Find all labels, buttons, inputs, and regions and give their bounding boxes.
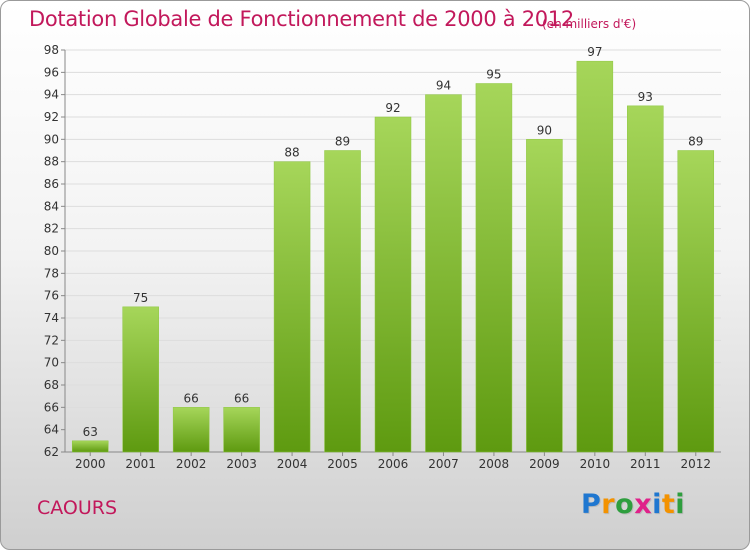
logo-letter: t (661, 489, 676, 520)
value-label-2006: 92 (385, 101, 400, 115)
bar-2009 (526, 139, 563, 453)
bar-2006 (374, 116, 412, 453)
y-tick-label: 88 (44, 155, 59, 169)
y-tick-label: 78 (44, 266, 59, 280)
value-label-2003: 66 (234, 391, 249, 405)
x-tick-label-2012: 2012 (680, 457, 711, 471)
x-tick-label-2004: 2004 (277, 457, 308, 471)
logo-letter: r (601, 489, 616, 520)
y-tick-label: 66 (44, 400, 59, 414)
x-tick-label-2006: 2006 (378, 457, 409, 471)
value-label-2000: 63 (83, 425, 98, 439)
y-tick-label: 84 (44, 199, 59, 213)
x-tick-label-2010: 2010 (580, 457, 611, 471)
chart-unit-label: (en milliers d'€) (542, 17, 637, 31)
value-label-2012: 89 (688, 135, 703, 149)
logo-letter: x (634, 489, 653, 520)
data-labels: 63 75 66 66 88 89 92 94 95 90 97 93 89 (83, 45, 704, 439)
y-tick-label: 92 (44, 110, 59, 124)
value-label-2005: 89 (335, 135, 350, 149)
y-tick-label: 90 (44, 132, 59, 146)
logo-letter: P (581, 489, 602, 520)
y-tick-label: 72 (44, 333, 59, 347)
x-tick-label-2007: 2007 (428, 457, 459, 471)
x-tick-label-2003: 2003 (226, 457, 257, 471)
x-tick-label-2008: 2008 (479, 457, 510, 471)
bar-2005 (324, 150, 361, 453)
bar-2011 (627, 105, 664, 453)
x-tick-label-2001: 2001 (125, 457, 156, 471)
y-tick-label: 68 (44, 378, 59, 392)
logo-letter: o (615, 489, 635, 520)
bar-2007 (425, 94, 462, 453)
y-tick-label: 80 (44, 244, 59, 258)
y-tick-label: 98 (44, 43, 59, 57)
value-label-2008: 95 (486, 68, 501, 82)
x-tick-label-2002: 2002 (176, 457, 207, 471)
bar-2000 (71, 440, 109, 453)
x-tick-label-2011: 2011 (630, 457, 661, 471)
value-label-2002: 66 (184, 391, 199, 405)
bars (71, 60, 715, 453)
value-label-2001: 75 (133, 291, 148, 305)
axes: 62 64 66 68 70 72 74 76 78 80 82 84 86 88 90 92 94 96 98 20… (44, 43, 721, 471)
bar-2008 (475, 83, 513, 453)
proxiti-logo[interactable]: Proxiti (581, 489, 685, 520)
x-tick-label-2000: 2000 (75, 457, 106, 471)
bar-2012 (677, 150, 715, 453)
bar-2001 (122, 306, 159, 453)
bar-2002 (172, 407, 210, 453)
y-tick-label: 64 (44, 423, 59, 437)
y-tick-label: 74 (44, 311, 59, 325)
value-label-2011: 93 (638, 90, 653, 104)
y-tick-label: 96 (44, 65, 59, 79)
y-tick-label: 86 (44, 177, 59, 191)
y-tick-label: 70 (44, 356, 59, 370)
value-label-2007: 94 (436, 79, 451, 93)
y-tick-label: 82 (44, 222, 59, 236)
bar-2010 (576, 60, 614, 453)
bar-2003 (223, 407, 260, 453)
y-tick-label: 76 (44, 289, 59, 303)
value-label-2004: 88 (284, 146, 299, 160)
commune-name: CAOURS (37, 497, 118, 519)
logo-letter: i (652, 489, 662, 520)
value-label-2010: 97 (587, 45, 602, 59)
x-tick-label-2005: 2005 (327, 457, 358, 471)
bar-2004 (273, 161, 311, 453)
x-tick-label-2009: 2009 (529, 457, 560, 471)
chart-title: Dotation Globale de Fonctionnement de 20… (29, 7, 574, 31)
y-tick-label: 62 (44, 445, 59, 459)
value-label-2009: 90 (537, 123, 552, 137)
logo-letter: i (675, 489, 686, 520)
y-tick-label: 94 (44, 88, 59, 102)
